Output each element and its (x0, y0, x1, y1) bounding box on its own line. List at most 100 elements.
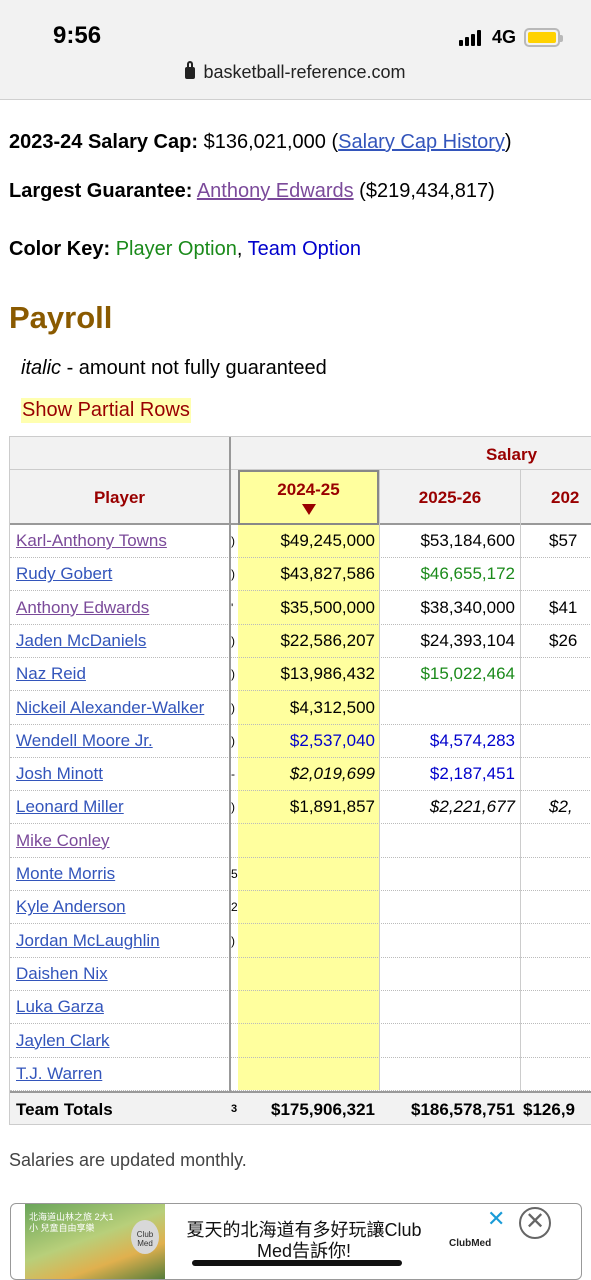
col-player[interactable]: Player (93, 487, 146, 507)
player-link[interactable]: Nickeil Alexander-Walker (16, 697, 205, 717)
paren-open: ( (331, 131, 339, 153)
table-row: Josh Minott - $2,019,699 $2,187,451 (10, 758, 591, 792)
status-time: 9:56 (53, 22, 102, 49)
table-row: Nickeil Alexander-Walker) $4,312,500 (10, 692, 591, 725)
color-key-line: Color Key: Player Option, Team Option (9, 238, 361, 261)
truncated-cell: ) (231, 567, 235, 582)
table-group-header: Salary (10, 436, 591, 471)
table-row: Monte Morris 5 (10, 858, 591, 891)
table-row: Jaylen Clark (10, 1025, 591, 1058)
player-link[interactable]: Rudy Gobert (16, 564, 113, 584)
show-partial-rows-button[interactable]: Show Partial Rows (21, 398, 191, 423)
table-row: Leonard Miller) $1,891,857 $2,221,677 $2, (10, 791, 591, 825)
col-2026-27[interactable]: 202 (551, 487, 580, 507)
player-link[interactable]: Jaden McDaniels (16, 630, 147, 650)
salary-2024-25: $1,891,857 (289, 797, 375, 817)
player-link[interactable]: Monte Morris (16, 864, 116, 883)
color-key-label: Color Key: (9, 238, 111, 260)
ad-image[interactable]: 北海道山林之旅 2大1小 兒童自由享樂 Club Med (25, 1204, 165, 1279)
battery-icon (524, 28, 563, 47)
largest-guarantee-line: Largest Guarantee: Anthony Edwards ($219… (9, 180, 495, 203)
salary-2025-26: $53,184,600 (420, 531, 515, 550)
player-link[interactable]: Kyle Anderson (16, 897, 126, 917)
salary-2025-26: $46,655,172 (420, 564, 515, 584)
payroll-table: Salary Player 2024-25 2025-26 202 Karl-A… (9, 436, 591, 1125)
salary-2024-25: $2,537,040 (289, 730, 375, 750)
player-link[interactable]: Jaylen Clark (16, 1030, 110, 1050)
guarantee-note: italic - amount not fully guaranteed (21, 357, 327, 380)
update-note: Salaries are updated monthly. (9, 1150, 247, 1170)
totals-2024-25: $175,906,321 (271, 1100, 375, 1119)
ad-brand-logo: ClubMed (449, 1238, 492, 1249)
salary-cap-line: 2023-24 Salary Cap: $136,021,000 (Salary… (9, 131, 512, 154)
table-row: Daishen Nix (10, 958, 591, 991)
table-row: Anthony Edwards ' $35,500,000 $38,340,000 $4… (10, 592, 591, 625)
table-row: Jordan McLaughlin) (10, 925, 591, 958)
col-divider (379, 470, 380, 1125)
player-link[interactable]: Naz Reid (16, 664, 86, 684)
col-2025-26[interactable]: 2025-26 (418, 487, 482, 507)
truncated-cell: ) (231, 667, 235, 682)
totals-2026-27: $126,9 (523, 1100, 575, 1119)
player-link[interactable]: Anthony Edwards (16, 597, 150, 617)
ad-image-logo: Club Med (131, 1220, 159, 1254)
salary-2026-27: $26 (549, 630, 578, 650)
player-link[interactable]: Wendell Moore Jr. (16, 730, 153, 750)
player-link[interactable]: Luka Garza (16, 997, 104, 1017)
truncated-cell: ) (231, 700, 235, 715)
table-row: Wendell Moore Jr.) $2,537,040 $4,574,283 (10, 725, 591, 758)
table-row: Naz Reid) $13,986,432 $15,022,464 (10, 658, 591, 692)
ad-close-icon[interactable]: ✕ (487, 1206, 506, 1231)
player-link[interactable]: Mike Conley (16, 830, 110, 850)
player-link[interactable]: T.J. Warren (16, 1063, 103, 1083)
table-row: T.J. Warren (10, 1058, 591, 1091)
note-italic: italic (21, 357, 62, 379)
player-link[interactable]: Leonard Miller (16, 797, 124, 817)
browser-chrome: 9:56 4G basketball-reference.com (0, 0, 591, 100)
lock-icon (185, 61, 196, 79)
truncated-cell: 2 (231, 900, 238, 915)
table-row: Jaden McDaniels) $22,586,207 $24,393,104 $2… (10, 625, 591, 658)
ad-dismiss-button[interactable]: ✕ (519, 1207, 551, 1239)
salary-2025-26: $38,340,000 (420, 597, 515, 617)
truncated-cell: ' (231, 600, 234, 615)
player-link[interactable]: Daishen Nix (16, 963, 108, 983)
largest-guarantee-player-link[interactable]: Anthony Edwards (196, 180, 354, 202)
truncated-cell: 5 (231, 867, 238, 881)
salary-cap-label: 2023-24 Salary Cap: (9, 131, 199, 153)
ad-banner[interactable]: 北海道山林之旅 2大1小 兒童自由享樂 Club Med 夏天的北海道有多好玩讓… (10, 1203, 582, 1280)
totals-2025-26: $186,578,751 (411, 1100, 515, 1119)
team-totals-row: Team Totals 3 $175,906,321 $186,578,751 … (10, 1091, 591, 1125)
salary-cap-history-link[interactable]: Salary Cap History (338, 131, 505, 153)
truncated-cell: ) (231, 534, 235, 548)
truncated-cell: - (231, 767, 235, 782)
ad-image-caption: 北海道山林之旅 2大1小 兒童自由享樂 (29, 1212, 114, 1233)
salary-2026-27: $57 (549, 531, 578, 550)
player-link[interactable]: Karl-Anthony Towns (16, 531, 167, 550)
salary-2024-25: $49,245,000 (280, 531, 375, 550)
ad-text[interactable]: 夏天的北海道有多好玩讓Club Med告訴你! (186, 1220, 422, 1261)
network-type: 4G (492, 27, 517, 47)
signal-icon (459, 30, 485, 46)
salary-2025-26: $2,221,677 (429, 797, 515, 817)
totals-stub: 3 (231, 1103, 238, 1115)
salary-2024-25: $22,586,207 (280, 630, 375, 650)
sorted-column-highlight (238, 470, 379, 1090)
col-divider (229, 470, 231, 1125)
salary-2025-26: $4,574,283 (429, 730, 515, 750)
home-indicator (192, 1260, 402, 1266)
sort-desc-icon (301, 504, 316, 515)
player-link[interactable]: Jordan McLaughlin (16, 930, 160, 950)
paren-close: ) (504, 131, 512, 153)
table-row: Kyle Anderson 2 (10, 891, 591, 925)
table-row: Karl-Anthony Towns) $49,245,000 $53,184,60… (10, 525, 591, 558)
truncated-cell: ) (231, 800, 235, 815)
salary-2024-25: $43,827,586 (280, 564, 375, 584)
truncated-cell: ) (231, 733, 235, 748)
salary-group-header: Salary (486, 445, 538, 464)
player-link[interactable]: Josh Minott (16, 764, 103, 784)
table-row: Rudy Gobert) $43,827,586 $46,655,172 (10, 558, 591, 592)
col-2024-25[interactable]: 2024-25 (238, 470, 379, 525)
note-text: - amount not fully guaranteed (61, 357, 327, 379)
url-bar[interactable]: basketball-reference.com (0, 61, 591, 83)
